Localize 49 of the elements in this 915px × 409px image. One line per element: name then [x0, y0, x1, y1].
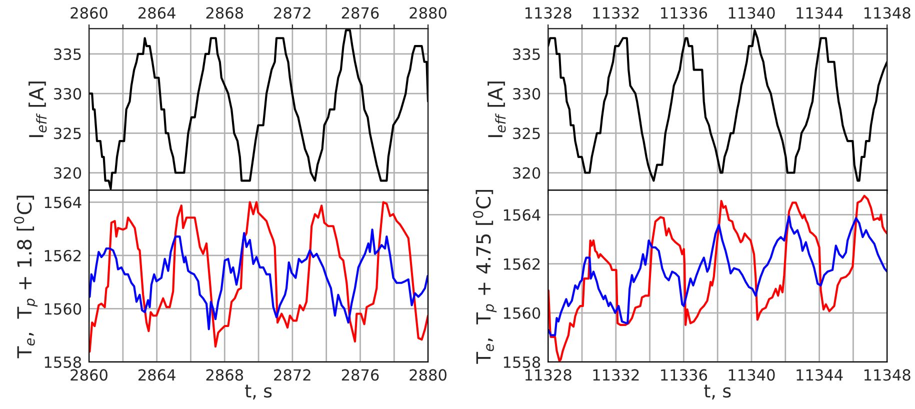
x2-tick-label: 11344	[796, 7, 843, 19]
y-tick-label: 1560	[504, 307, 540, 319]
line-series	[89, 201, 428, 353]
x2-tick-label: 11340	[728, 7, 775, 19]
x-tick-label: 11344	[796, 369, 843, 381]
y-tick-label: 1558	[504, 356, 540, 368]
x-tick-label: 2864	[138, 369, 176, 381]
y-tick-label: 330	[54, 88, 82, 100]
line-series	[89, 228, 428, 330]
y-tick-label: 1558	[44, 356, 82, 368]
x-tick-label: 2872	[274, 369, 310, 381]
y-tick-label: 1564	[44, 196, 82, 208]
y-axis-title: T$_{e}$, T$_{p}$ + 1.8 [$^{0}$C]	[14, 196, 38, 358]
x-axis-title: t, s	[245, 384, 272, 400]
y-axis-title: T$_{e}$, T$_{p}$ + 4.75 [$^{0}$C]	[472, 190, 497, 364]
y-tick-label: 325	[513, 128, 540, 140]
x2-tick-label: 2872	[274, 7, 310, 19]
x2-tick-label: 11332	[593, 7, 639, 19]
y-tick-label: 335	[513, 48, 540, 60]
y-tick-label: 1562	[504, 258, 540, 270]
x2-tick-label: 2880	[410, 7, 446, 19]
y-tick-label: 320	[54, 167, 82, 179]
x2-tick-label: 2860	[70, 7, 108, 19]
x2-tick-label: 2876	[342, 7, 379, 19]
x-axis-title: t, s	[704, 384, 731, 400]
x-tick-label: 11348	[864, 369, 910, 381]
x-tick-label: 11336	[661, 369, 708, 381]
y-tick-label: 1564	[504, 209, 540, 221]
x-tick-label: 11328	[525, 369, 572, 381]
y-axis-title: I$_{eff}$ [A]	[488, 82, 506, 138]
y-axis-title: I$_{eff}$ [A]	[28, 82, 47, 138]
x-tick-label: 2868	[206, 369, 244, 381]
y-tick-label: 1560	[44, 303, 82, 315]
x2-tick-label: 2864	[138, 7, 176, 19]
x2-tick-label: 11328	[525, 7, 572, 19]
y-tick-label: 330	[513, 88, 540, 100]
x-tick-label: 11340	[728, 369, 775, 381]
y-tick-label: 1562	[44, 250, 81, 262]
y-tick-label: 335	[54, 48, 81, 60]
x-tick-label: 2880	[410, 369, 446, 381]
y-tick-label: 320	[513, 167, 540, 179]
x2-tick-label: 2868	[206, 7, 244, 19]
x-tick-label: 11332	[593, 369, 639, 381]
x2-tick-label: 11348	[864, 7, 910, 19]
x-tick-label: 2876	[342, 369, 379, 381]
y-tick-label: 325	[54, 128, 81, 140]
x2-tick-label: 11336	[661, 7, 708, 19]
x-tick-label: 2860	[70, 369, 108, 381]
line-series	[548, 215, 888, 336]
